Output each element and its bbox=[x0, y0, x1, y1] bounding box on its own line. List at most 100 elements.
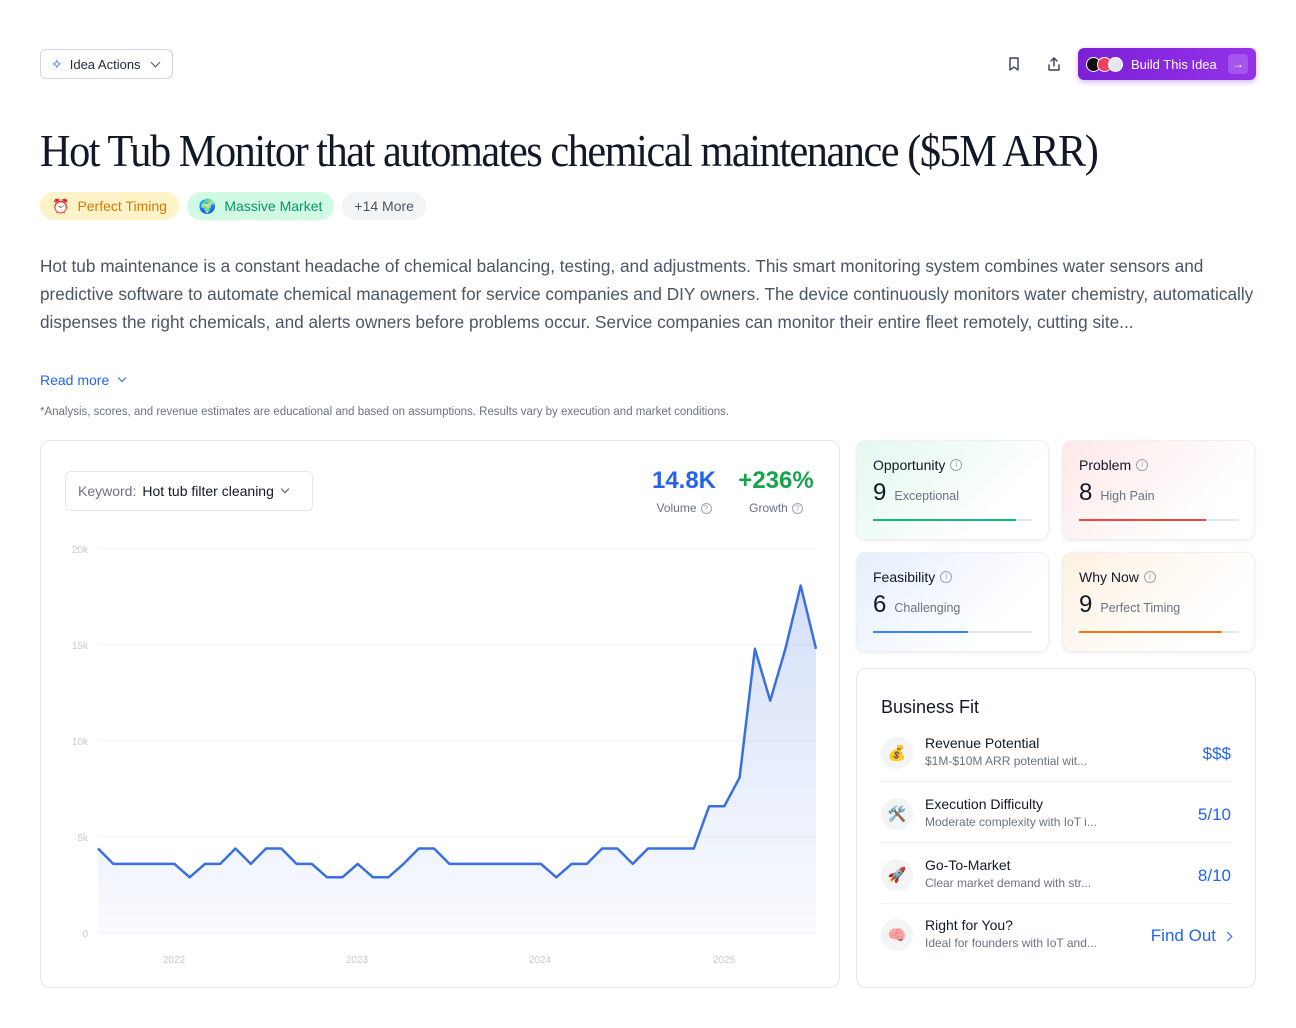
volume-value: 14.8K bbox=[651, 467, 717, 494]
bookmark-button[interactable] bbox=[1002, 52, 1026, 76]
business-fit-card: Business Fit 💰 Revenue Potential $1M-$10… bbox=[856, 668, 1256, 988]
score-title: Feasibility bbox=[873, 569, 936, 585]
y-tick-label: 10k bbox=[72, 737, 89, 748]
chevron-down-icon bbox=[150, 57, 161, 67]
arrow-right-icon: → bbox=[1228, 54, 1248, 74]
feasibility-score-card[interactable]: Feasibility i 6 Challenging bbox=[856, 552, 1049, 652]
trend-chart-card: 0 5k 10k 15k 20k 2022 2023 2024 2025 Keyword: Ho… bbox=[40, 440, 840, 988]
growth-label: Growth bbox=[749, 501, 788, 515]
help-icon[interactable]: ? bbox=[791, 502, 803, 514]
y-tick-label: 15k bbox=[72, 641, 89, 652]
divider bbox=[881, 781, 1231, 782]
rocket-icon: 🚀 bbox=[881, 859, 913, 891]
row-name: Go-To-Market bbox=[925, 857, 1011, 873]
divider bbox=[881, 842, 1231, 843]
page-title: Hot Tub Monitor that automates chemical … bbox=[40, 125, 1099, 176]
x-tick-label: 2022 bbox=[163, 955, 186, 966]
score-level: Challenging bbox=[894, 601, 961, 615]
score-bar-track bbox=[1079, 519, 1238, 521]
top-toolbar: ✧ Idea Actions Build This Idea → bbox=[40, 48, 1256, 80]
chevron-down-icon bbox=[280, 484, 290, 494]
money-bag-icon: 💰 bbox=[881, 737, 913, 769]
opportunity-score-card[interactable]: Opportunity i 9 Exceptional bbox=[856, 440, 1049, 540]
globe-icon: 🌍 bbox=[198, 197, 217, 214]
bookmark-icon bbox=[1009, 57, 1019, 71]
score-value: 9 bbox=[873, 479, 887, 506]
row-value-text: $$$ bbox=[1202, 744, 1231, 763]
problem-score-card[interactable]: Problem i 8 High Pain bbox=[1062, 440, 1255, 540]
disclaimer: *Analysis, scores, and revenue estimates… bbox=[40, 406, 730, 418]
score-value: 6 bbox=[873, 591, 887, 618]
y-tick-label: 20k bbox=[72, 545, 89, 556]
business-fit-row-gtm[interactable]: 🚀 Go-To-Market Clear market demand with … bbox=[881, 857, 1231, 905]
build-this-idea-button[interactable]: Build This Idea → bbox=[1078, 48, 1256, 80]
y-tick-label: 0 bbox=[82, 929, 88, 940]
idea-actions-dropdown[interactable]: ✧ Idea Actions bbox=[40, 49, 173, 79]
row-value-text: 8/10 bbox=[1197, 866, 1231, 885]
tag-label: Perfect Timing bbox=[77, 198, 167, 214]
series-area bbox=[98, 585, 816, 933]
volume-metric: 14.8K Volume? bbox=[647, 467, 721, 515]
score-level: Exceptional bbox=[894, 489, 959, 503]
tag-massive-market[interactable]: 🌍 Massive Market bbox=[186, 192, 335, 220]
tag-list: ⏰ Perfect Timing 🌍 Massive Market +14 Mo… bbox=[40, 192, 426, 220]
score-value: 8 bbox=[1079, 479, 1093, 506]
keyword-select[interactable]: Keyword: Hot tub filter cleaning bbox=[65, 471, 313, 511]
row-subtitle: $1M-$10M ARR potential wit... bbox=[925, 754, 1088, 768]
business-fit-title: Business Fit bbox=[881, 697, 980, 717]
score-bar-fill bbox=[1079, 631, 1223, 633]
row-value-text: Find Out bbox=[1150, 926, 1216, 945]
why-now-score-card[interactable]: Why Now i 9 Perfect Timing bbox=[1062, 552, 1255, 652]
row-subtitle: Ideal for founders with IoT and... bbox=[925, 936, 1097, 950]
keyword-label: Keyword: bbox=[78, 483, 137, 499]
tag-label: +14 More bbox=[354, 198, 414, 214]
keyword-value: Hot tub filter cleaning bbox=[142, 483, 274, 499]
row-subtitle: Clear market demand with str... bbox=[925, 876, 1092, 890]
business-fit-row-right-for-you[interactable]: 🧠 Right for You? Ideal for founders with… bbox=[881, 917, 1233, 965]
info-icon[interactable]: i bbox=[1136, 459, 1149, 471]
tag-more-button[interactable]: +14 More bbox=[342, 192, 426, 220]
score-title: Problem bbox=[1079, 457, 1132, 473]
row-name: Execution Difficulty bbox=[925, 796, 1044, 812]
score-bar-track bbox=[873, 631, 1032, 633]
chevron-right-icon bbox=[1222, 931, 1233, 941]
score-title: Opportunity bbox=[873, 457, 946, 473]
score-bar-fill bbox=[1079, 519, 1207, 521]
tag-perfect-timing[interactable]: ⏰ Perfect Timing bbox=[40, 192, 179, 220]
share-button[interactable] bbox=[1042, 52, 1066, 76]
brain-icon: 🧠 bbox=[881, 919, 913, 951]
share-icon bbox=[1048, 57, 1060, 71]
build-button-label: Build This Idea bbox=[1131, 56, 1217, 72]
tag-label: Massive Market bbox=[224, 198, 323, 214]
row-value: 8/10 bbox=[1198, 866, 1231, 886]
business-fit-row-execution[interactable]: 🛠️ Execution Difficulty Moderate complex… bbox=[881, 796, 1231, 844]
row-value: 5/10 bbox=[1198, 805, 1231, 825]
score-bar-track bbox=[1079, 631, 1238, 633]
x-tick-label: 2024 bbox=[529, 955, 552, 966]
row-value: $$$ bbox=[1203, 744, 1231, 764]
sparkle-icon: ✧ bbox=[51, 55, 63, 72]
read-more-link[interactable]: Read more bbox=[40, 372, 127, 388]
info-icon[interactable]: i bbox=[950, 459, 963, 471]
info-icon[interactable]: i bbox=[940, 571, 953, 583]
x-tick-label: 2025 bbox=[713, 955, 736, 966]
x-tick-label: 2023 bbox=[346, 955, 369, 966]
read-more-label: Read more bbox=[40, 372, 110, 388]
find-out-link[interactable]: Find Out bbox=[1150, 926, 1233, 946]
score-bar-fill bbox=[873, 519, 1017, 521]
score-title: Why Now bbox=[1079, 569, 1139, 585]
divider bbox=[881, 903, 1231, 904]
score-bar-track bbox=[873, 519, 1032, 521]
growth-value: +236% bbox=[738, 467, 814, 494]
volume-label: Volume bbox=[656, 501, 697, 515]
business-fit-row-revenue[interactable]: 💰 Revenue Potential $1M-$10M ARR potenti… bbox=[881, 735, 1231, 783]
growth-metric: +236% Growth? bbox=[735, 467, 817, 515]
score-level: Perfect Timing bbox=[1100, 601, 1181, 615]
help-icon[interactable]: ? bbox=[700, 502, 712, 514]
series-line bbox=[97, 584, 818, 879]
info-icon[interactable]: i bbox=[1143, 571, 1156, 583]
y-tick-label: 5k bbox=[77, 833, 89, 844]
row-subtitle: Moderate complexity with IoT i... bbox=[925, 815, 1097, 829]
alarm-clock-icon: ⏰ bbox=[52, 197, 70, 214]
score-level: High Pain bbox=[1100, 489, 1155, 503]
